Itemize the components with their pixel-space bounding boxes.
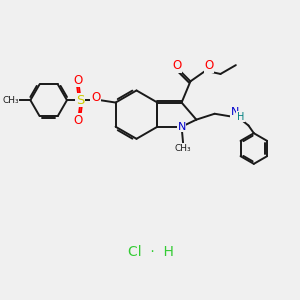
Text: O: O — [91, 91, 100, 104]
Text: N: N — [177, 122, 186, 132]
Text: O: O — [74, 114, 83, 127]
Text: Cl  ·  H: Cl · H — [128, 245, 174, 259]
Text: CH₃: CH₃ — [2, 96, 19, 105]
Text: O: O — [204, 59, 214, 72]
Text: S: S — [76, 94, 84, 107]
Text: H: H — [237, 112, 244, 122]
Text: O: O — [172, 59, 181, 72]
Text: CH₃: CH₃ — [175, 144, 191, 153]
Text: N: N — [230, 107, 239, 117]
Text: O: O — [74, 74, 83, 87]
